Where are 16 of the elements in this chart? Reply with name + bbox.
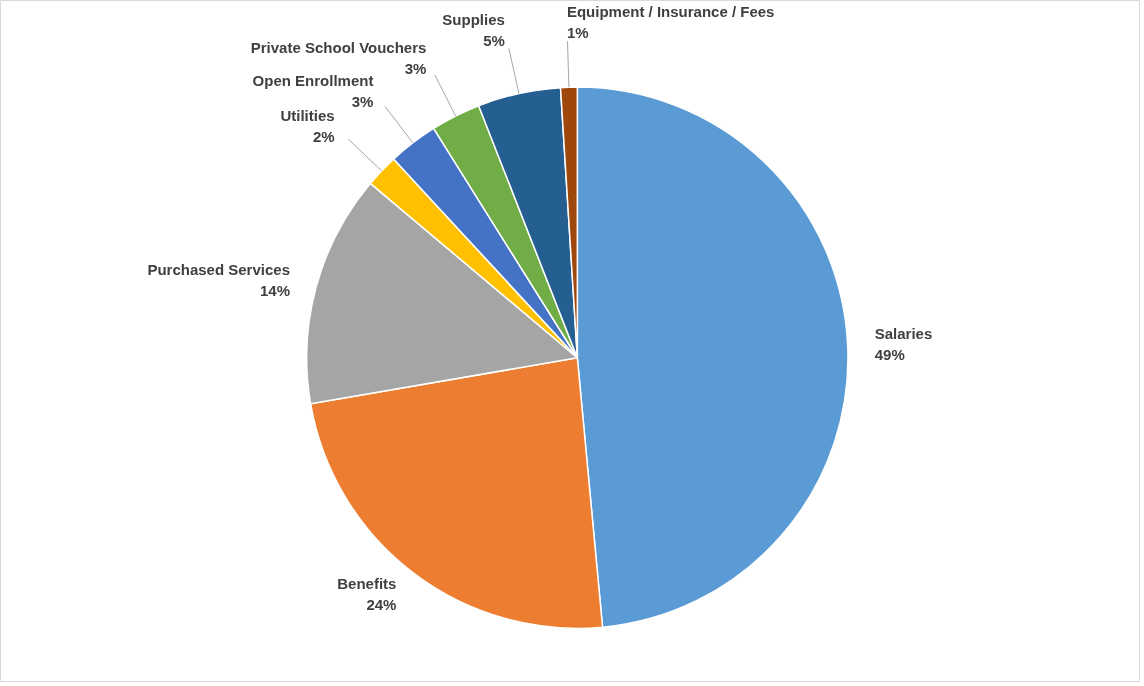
data-label: 3% (351, 93, 374, 111)
data-label: 3% (404, 60, 427, 78)
slice-label: Private School Vouchers (250, 38, 427, 56)
slice-label: Salaries (874, 324, 933, 342)
slice-label: Benefits (337, 575, 397, 593)
slice-label: Purchased Services (147, 260, 290, 278)
data-label: 49% (874, 345, 905, 363)
slice-label: Open Enrollment (252, 72, 374, 90)
data-label: 24% (366, 596, 397, 614)
data-label: 1% (566, 24, 589, 42)
slice-label: Utilities (280, 106, 335, 124)
slice-label: Supplies (442, 10, 505, 28)
data-label: 5% (483, 32, 505, 50)
data-label: 2% (312, 128, 335, 146)
slice-label: Equipment / Insurance / Fees (566, 3, 775, 21)
data-label: 14% (259, 282, 290, 300)
